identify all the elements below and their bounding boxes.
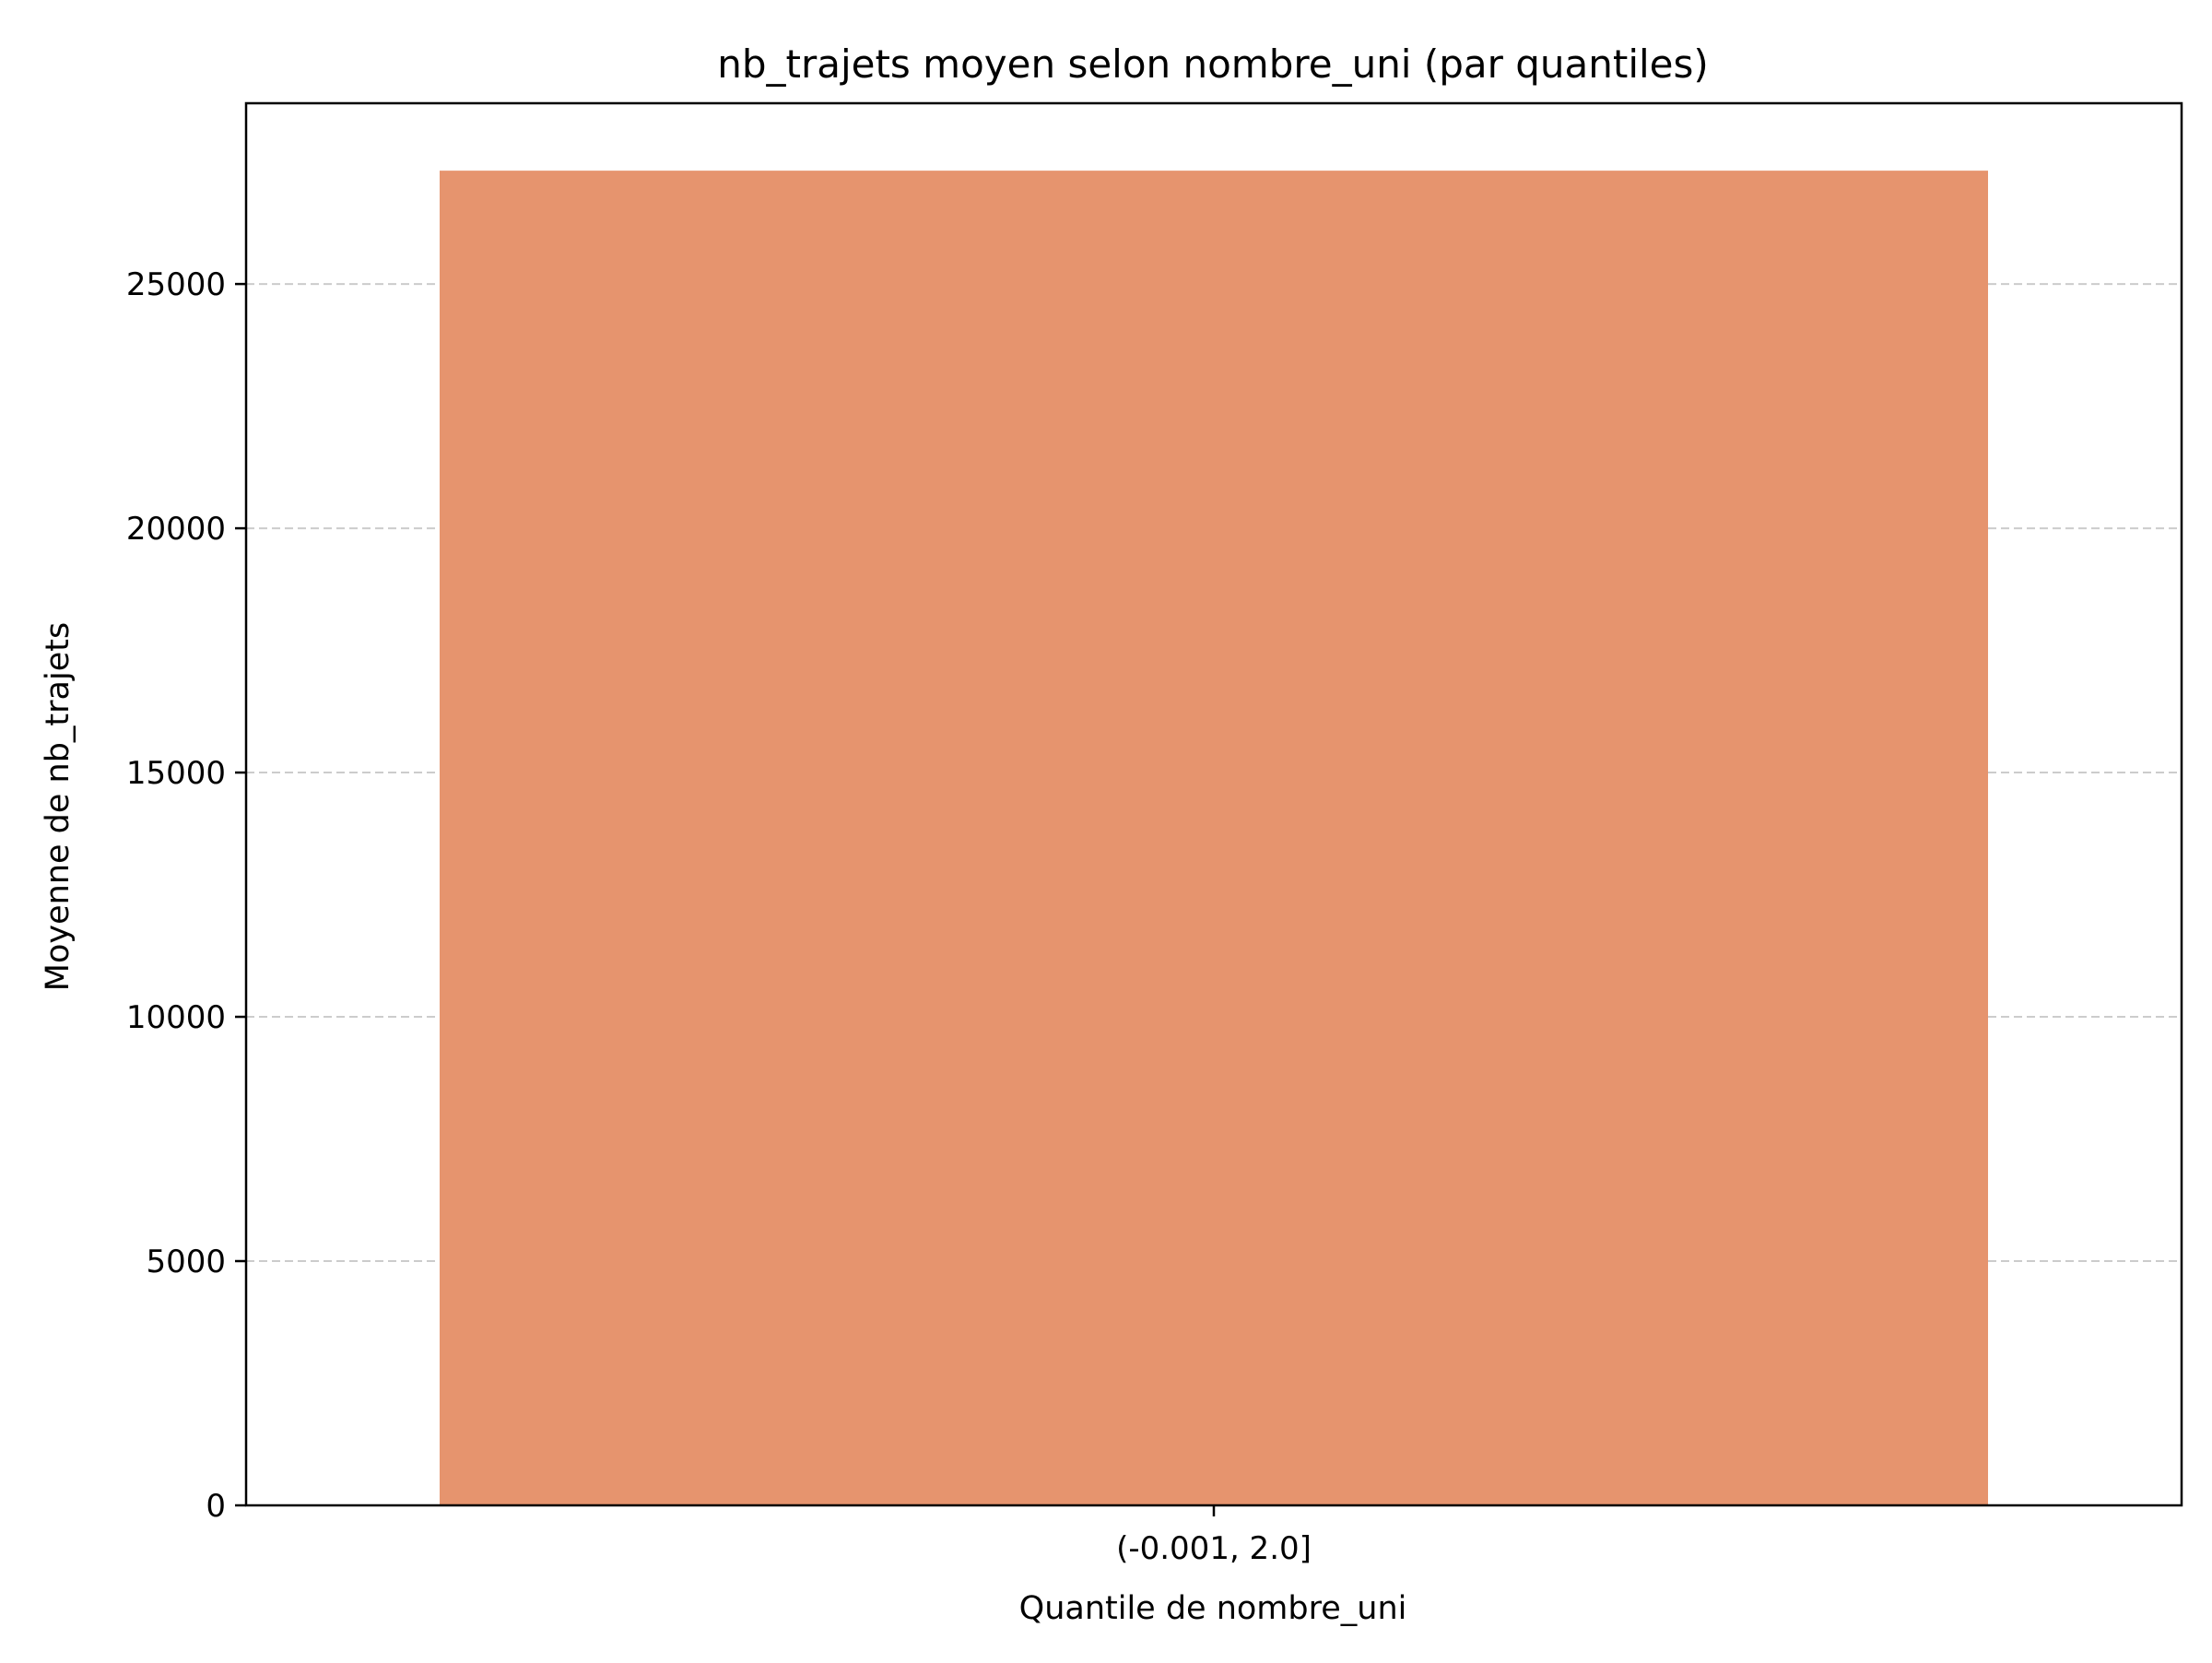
y-tick-label: 15000 — [126, 755, 226, 792]
bar — [440, 171, 1988, 1505]
y-tick-label: 10000 — [126, 999, 226, 1036]
y-tick-label: 20000 — [126, 511, 226, 548]
x-axis-ticks: (-0.001, 2.0] — [1116, 1505, 1312, 1567]
x-axis-label: Quantile de nombre_uni — [1019, 1590, 1407, 1627]
y-tick-label: 5000 — [146, 1244, 226, 1280]
x-tick-label: (-0.001, 2.0] — [1116, 1530, 1312, 1567]
chart-title: nb_trajets moyen selon nombre_uni (par q… — [717, 41, 1709, 87]
y-axis-label: Moyenne de nb_trajets — [40, 622, 76, 991]
y-tick-label: 0 — [206, 1488, 226, 1525]
y-axis-ticks: 0 5000 10000 15000 20000 25000 — [126, 266, 246, 1525]
y-tick-label: 25000 — [126, 266, 226, 303]
bars — [440, 171, 1988, 1505]
